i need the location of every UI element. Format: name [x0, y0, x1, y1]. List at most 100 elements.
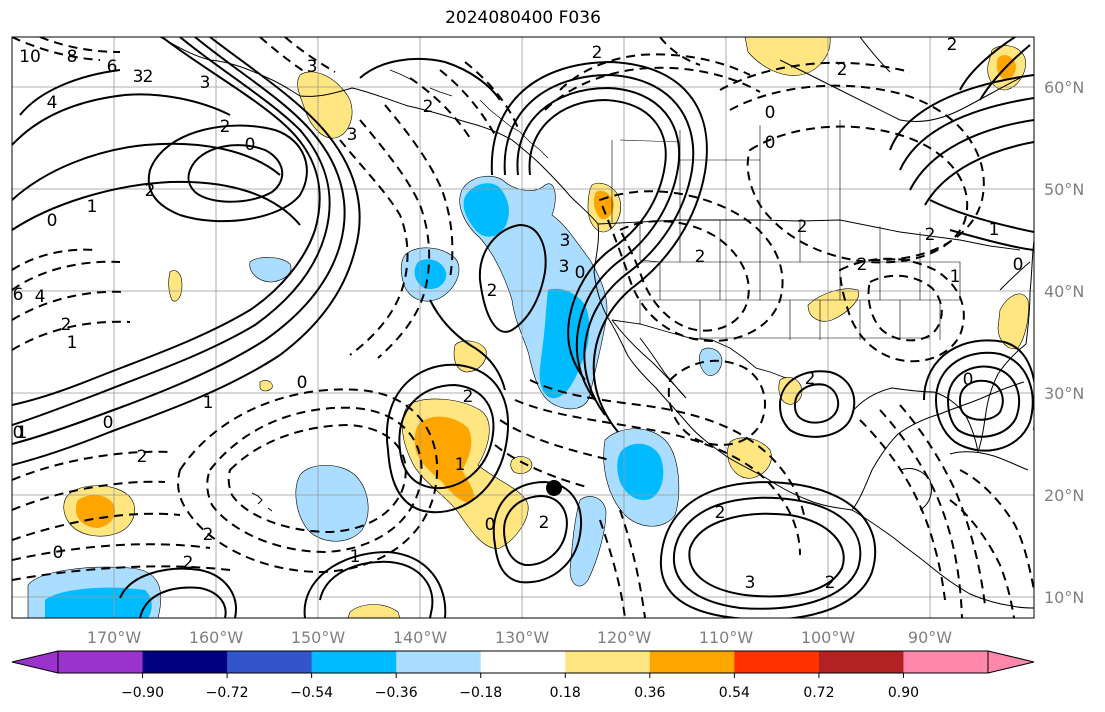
contour-label: 2 [695, 247, 706, 267]
colorbar: −0.90 −0.72 −0.54 −0.36 −0.18 0.18 0.36 0.54 0.7… [11, 650, 1035, 701]
contour-dashed [514, 379, 806, 556]
contour-dashed [544, 53, 761, 111]
contour-solid [359, 57, 501, 101]
contour-label: 1 [350, 547, 361, 567]
contour-label: 0 [765, 103, 776, 123]
lon-tick-label: 120°W [597, 628, 652, 647]
contour-solid [946, 365, 1020, 438]
contour-label: 0 [13, 423, 24, 443]
contour-solid [659, 481, 877, 618]
contour-solid [119, 567, 237, 618]
contour-label: 2 [423, 97, 434, 117]
contour-label: 0 [47, 211, 58, 231]
contour-label: 2 [857, 255, 868, 275]
colorbar-tick-label: −0.36 [375, 685, 418, 701]
contour-solid [12, 37, 331, 426]
contour-dashed [206, 406, 423, 554]
coast-cuba [949, 451, 1029, 471]
colorbar-segment [649, 651, 735, 673]
shade-yellow-9 [453, 340, 487, 373]
contour-label: 0 [485, 515, 496, 535]
contour-solid [528, 98, 667, 381]
contour-label: 1 [87, 197, 98, 217]
coast-alaska [159, 37, 599, 225]
shade-yellow-14 [259, 380, 273, 392]
contour-label: 2 [837, 60, 848, 80]
contour-label: 3 [559, 257, 570, 277]
colorbar-tick-label: −0.72 [206, 685, 249, 701]
colorbar-segment [480, 651, 566, 673]
contour-solid [959, 37, 1031, 101]
lat-tick-label: 60°N [1044, 78, 1084, 97]
coast-east [999, 239, 1034, 345]
contour-label: 2 [183, 553, 194, 573]
contour-solid [319, 560, 434, 618]
contour-label: 4 [47, 93, 58, 113]
contour-label: 0 [103, 413, 114, 433]
contour-solid [778, 370, 856, 438]
contour-solid [923, 339, 1034, 430]
latitude-ticks: 60°N 50°N 40°N 30°N 20°N 10°N [1044, 78, 1084, 607]
contour-label: 2 [487, 281, 498, 301]
lon-tick-label: 150°W [291, 628, 346, 647]
contour-dashed [339, 104, 454, 359]
contour-dashed [177, 388, 439, 574]
lon-tick-label: 100°W [801, 628, 856, 647]
colorbar-extend-high [987, 650, 1035, 674]
lon-tick-label: 140°W [393, 628, 448, 647]
coast-west-us [593, 223, 853, 511]
contour-label: 1 [67, 333, 78, 353]
contour-solid [12, 37, 321, 406]
contour-label: 2 [925, 225, 936, 245]
contour-label: 2 [220, 117, 231, 137]
colorbar-tick-label: 0.72 [803, 685, 834, 701]
contour-dashed [259, 37, 336, 73]
contour-label: 1 [203, 393, 214, 413]
coast-hawaii [251, 492, 273, 512]
shading-layer [27, 37, 1029, 618]
contour-label: 0 [245, 135, 256, 155]
colorbar-segment [227, 651, 313, 673]
colorbar-tick-label: 0.90 [888, 685, 919, 701]
contour-label: 3 [560, 231, 571, 251]
contour-label: 2 [947, 35, 958, 55]
colorbar-outline [57, 650, 989, 674]
contour-label: 1 [455, 455, 466, 475]
shade-blue-coast-inner [463, 183, 509, 237]
contour-solid [503, 73, 695, 416]
contour-solid [503, 494, 568, 567]
contour-label: 3 [200, 73, 211, 93]
contour-dashed [867, 274, 943, 342]
shade-yellow-1 [297, 71, 353, 139]
contour-label: 0 [297, 373, 308, 393]
contour-dashed [618, 220, 750, 332]
contour-solid [12, 69, 301, 231]
contour-solid [12, 37, 361, 466]
contour-solid [385, 363, 509, 514]
coast-central-america [851, 509, 1034, 609]
colorbar-tick-label: 0.36 [634, 685, 665, 701]
contour-label: 2 [539, 513, 550, 533]
shade-yellow-11 [510, 456, 533, 474]
contour-dashed [599, 509, 646, 618]
contour-solid [478, 223, 547, 333]
location-marker [546, 480, 562, 496]
contour-dashed [949, 469, 1034, 618]
lon-tick-label: 170°W [87, 628, 142, 647]
contour-solid [490, 60, 708, 433]
contour-lines-dashed [12, 37, 1034, 618]
contour-solid [398, 383, 495, 490]
colorbar-segment [818, 651, 904, 673]
map-frame [11, 36, 1035, 619]
lat-tick-label: 40°N [1044, 282, 1084, 301]
colorbar-segment [311, 651, 397, 673]
colorbar-tick-label: 0.18 [550, 685, 581, 701]
lon-tick-label: 90°W [908, 628, 952, 647]
contour-label: 3 [745, 573, 756, 593]
colorbar-segment [142, 651, 228, 673]
colorbar-segment [58, 651, 144, 673]
contour-dashed [12, 37, 121, 61]
contour-label: 4 [35, 287, 46, 307]
contour-label: 2 [825, 573, 836, 593]
